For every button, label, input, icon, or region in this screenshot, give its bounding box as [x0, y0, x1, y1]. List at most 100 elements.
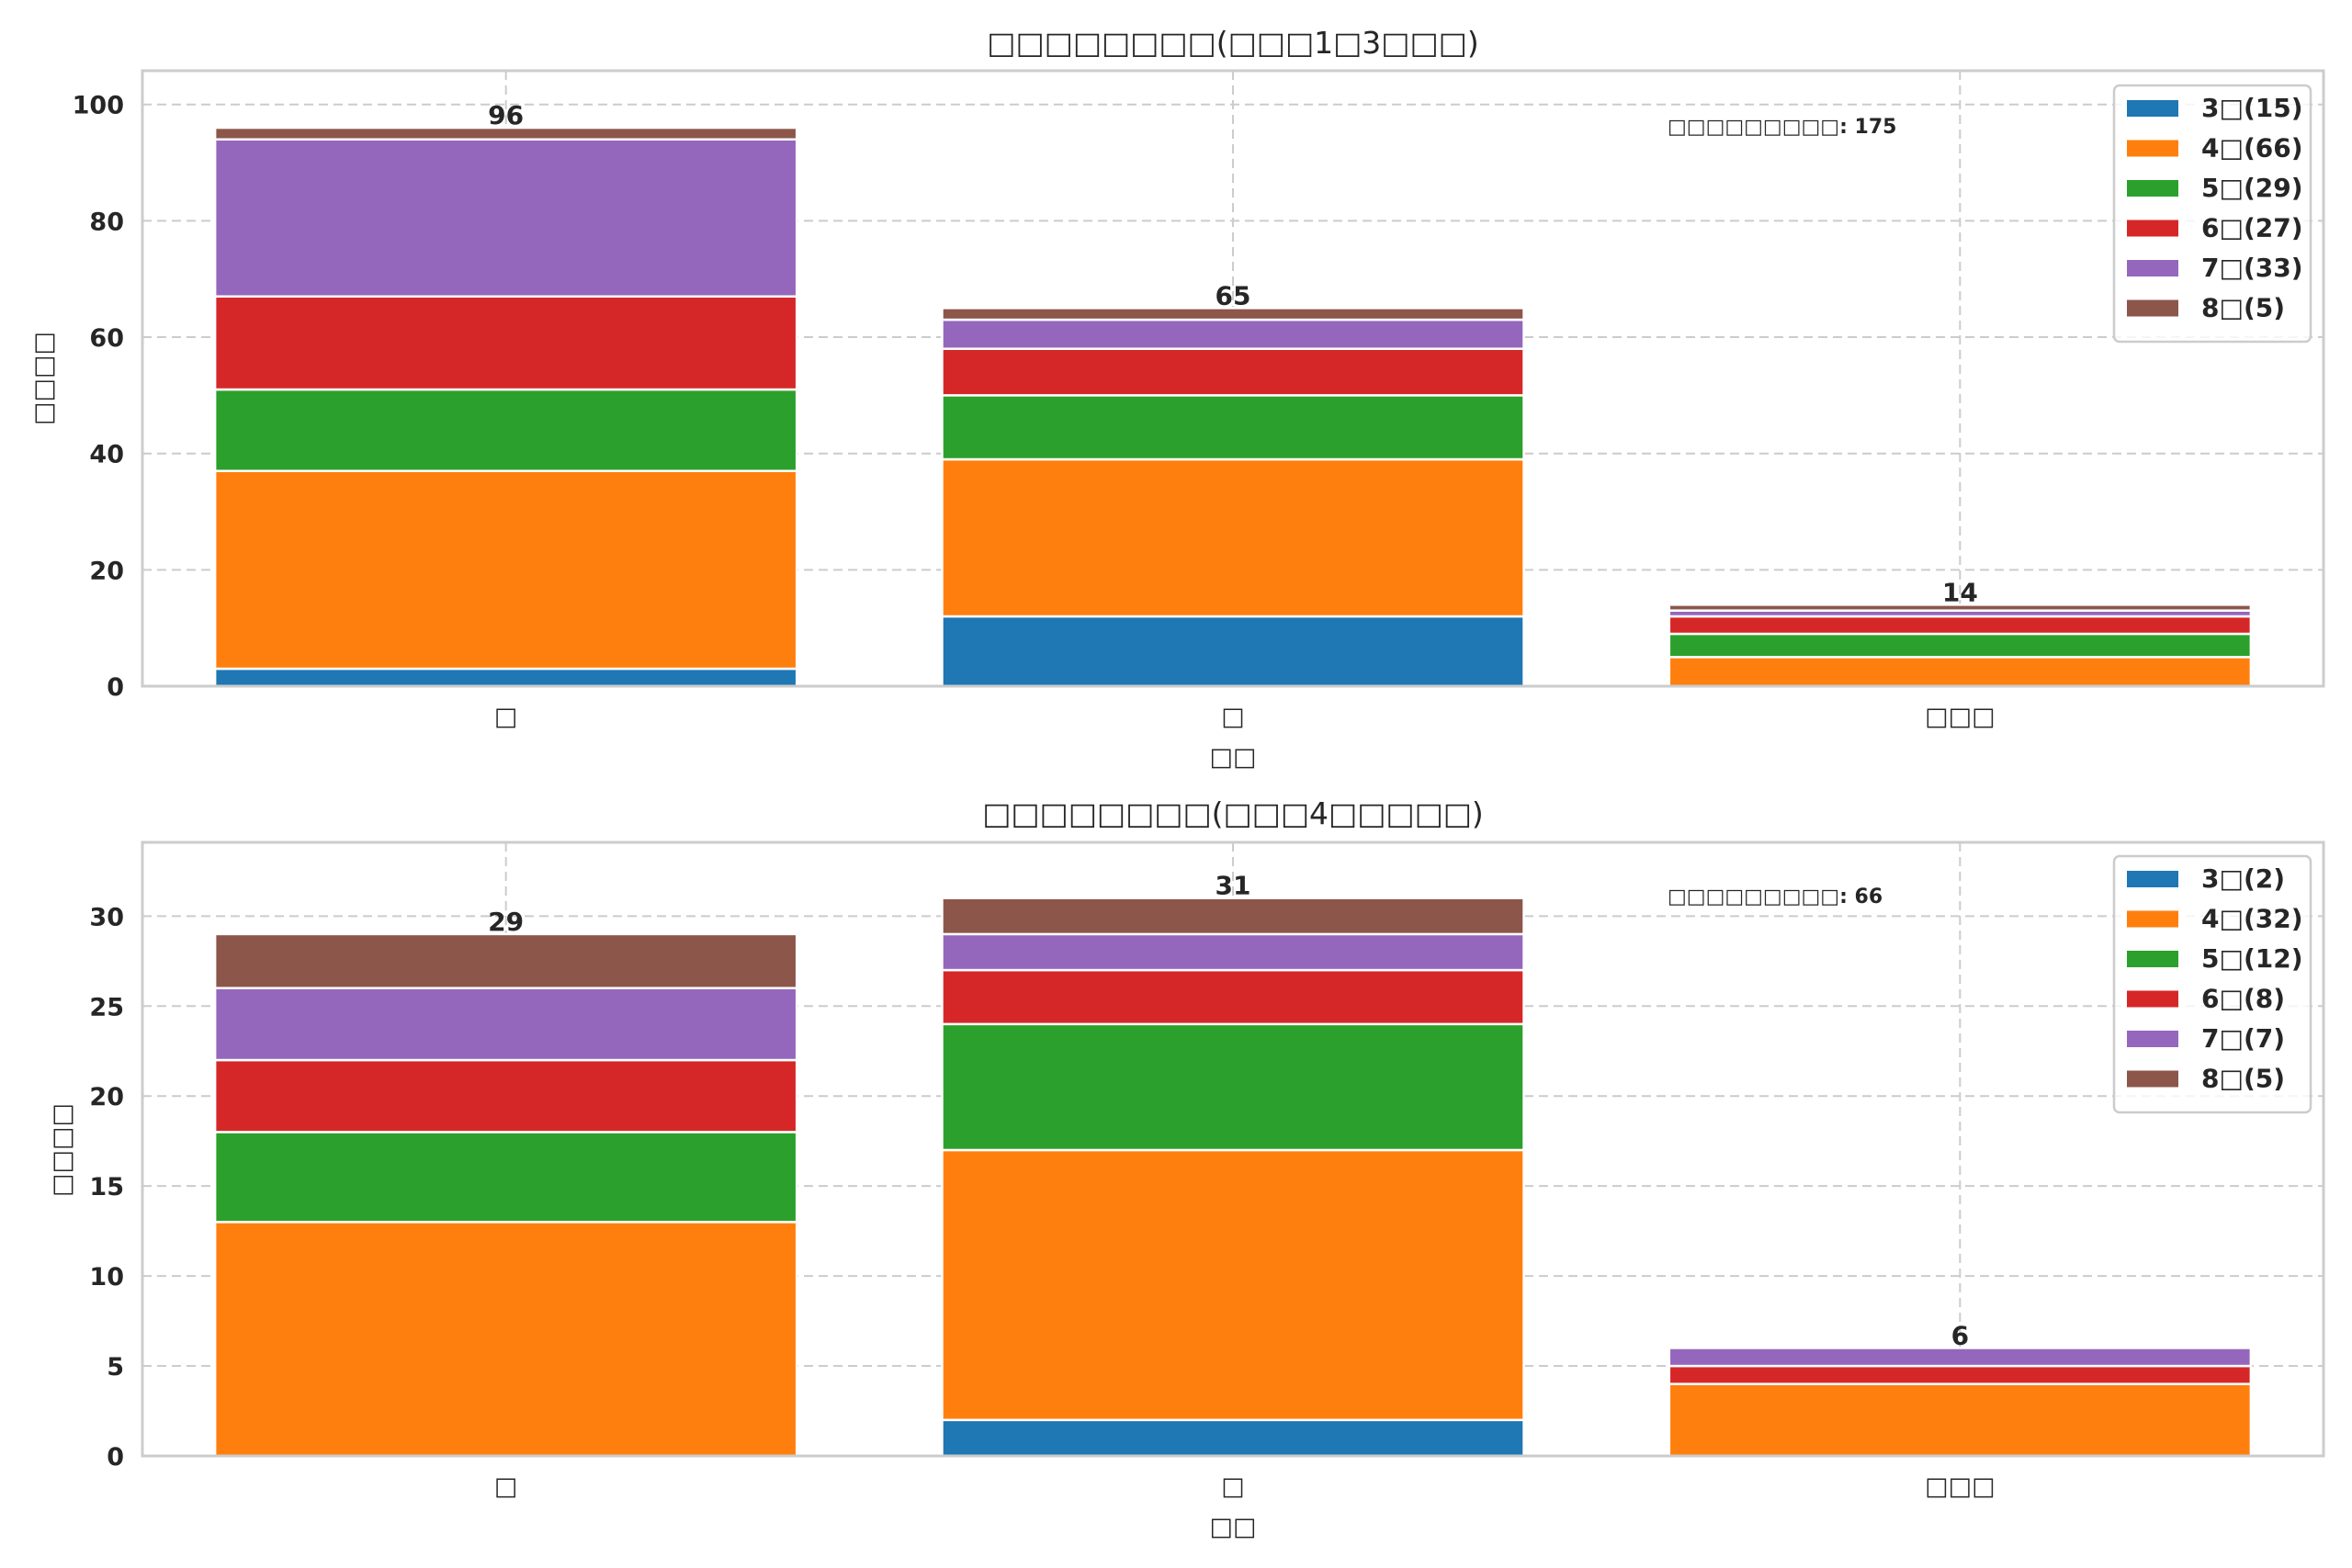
- legend-swatch: [2127, 951, 2178, 967]
- annotation-total: □□□□□□□□□: 175: [1668, 116, 1896, 139]
- legend-label: 3□(15): [2201, 93, 2303, 123]
- y-tick-labels: 0 20 40 60 80 100: [73, 92, 124, 702]
- y-tick-label: 10: [89, 1263, 124, 1292]
- bar-segment: [213, 987, 798, 1062]
- bar-segment: [941, 897, 1525, 936]
- legend-label: 4□(32): [2201, 904, 2303, 934]
- x-tick-label: □: [1221, 1472, 1245, 1501]
- legend-swatch: [2127, 910, 2178, 928]
- x-tick-label: □: [494, 1472, 518, 1501]
- y-tick-label: 30: [89, 903, 124, 931]
- y-tick-label: 40: [89, 441, 124, 469]
- bar-segment: [1668, 604, 2253, 612]
- bar-segment: [941, 394, 1525, 461]
- legend-swatch: [2127, 180, 2178, 197]
- legend-label: 8□(5): [2201, 293, 2285, 323]
- bar-segment: [941, 932, 1525, 972]
- legend-swatch: [2127, 871, 2178, 887]
- legend-label: 6□(8): [2201, 984, 2285, 1014]
- bar-segment: [213, 295, 798, 391]
- y-tick-label: 15: [89, 1173, 124, 1201]
- bar-segment: [1668, 632, 2253, 659]
- legend-swatch: [2127, 140, 2178, 157]
- total-labels: 29 31 6: [488, 871, 1969, 1351]
- axes-frame: [141, 69, 2325, 688]
- legend-swatch: [2127, 990, 2178, 1008]
- chart-bottom: □□□□□□□□(□□□4□□□□□) 29 31 6 0 5 10 15 20 25 30 □…: [48, 795, 2325, 1541]
- legend-swatch: [2127, 299, 2178, 317]
- bar-total-label: 6: [1951, 1320, 1969, 1350]
- y-axis-label: □□□□: [48, 1103, 76, 1197]
- bar-total-label: 96: [488, 100, 524, 130]
- total-labels: 96 65 14: [488, 100, 1978, 607]
- bar-total-label: 29: [488, 907, 524, 937]
- bar-segment: [941, 307, 1525, 321]
- x-tick-label: □: [494, 703, 518, 731]
- chart-title: □□□□□□□□(□□□1□3□□□): [987, 25, 1478, 61]
- bar-segment: [941, 318, 1525, 350]
- legend-swatch: [2127, 1070, 2178, 1088]
- legend-label: 5□(12): [2201, 943, 2303, 974]
- bar-segment: [213, 138, 798, 298]
- y-tick-label: 20: [89, 557, 124, 585]
- y-tick-label: 100: [73, 92, 124, 120]
- bar-segment: [213, 469, 798, 671]
- bar-segment: [941, 1022, 1525, 1152]
- y-tick-labels: 0 5 10 15 20 25 30: [89, 903, 124, 1472]
- bar-segment: [1668, 615, 2253, 636]
- x-tick-labels: □ □ □□□: [494, 703, 1996, 731]
- bar-segment: [941, 1148, 1525, 1422]
- bar-total-label: 14: [1942, 577, 1978, 607]
- bar-segment: [213, 126, 798, 141]
- bar-segment: [213, 388, 798, 472]
- bar-segment: [1668, 1382, 2253, 1458]
- bar-segment: [213, 932, 798, 989]
- y-tick-label: 0: [107, 673, 124, 702]
- legend: 3□(15) 4□(66) 5□(29) 6□(27) 7□(33) 8□(5): [2112, 84, 2312, 344]
- bar-segment: [213, 1131, 798, 1224]
- bar-segment: [941, 457, 1525, 618]
- bar-segment: [941, 1418, 1525, 1458]
- legend-swatch: [2127, 220, 2178, 237]
- chart-title: □□□□□□□□(□□□4□□□□□): [982, 795, 1484, 831]
- bar-segment: [1668, 1347, 2253, 1368]
- legend-swatch: [2127, 1031, 2178, 1047]
- legend-label: 5□(29): [2201, 173, 2303, 203]
- legend: 3□(2) 4□(32) 5□(12) 6□(8) 7□(7) 8□(5): [2112, 854, 2312, 1114]
- y-tick-label: 20: [89, 1083, 124, 1111]
- x-axis-label: □□: [1209, 1513, 1256, 1541]
- bar-segment: [941, 347, 1525, 397]
- legend-swatch: [2127, 260, 2178, 276]
- y-tick-label: 60: [89, 324, 124, 353]
- x-tick-label: □□□: [1925, 703, 1996, 731]
- bar-total-label: 31: [1216, 871, 1251, 901]
- x-tick-label: □□□: [1925, 1472, 1996, 1501]
- bar-segment: [1668, 1364, 2253, 1385]
- y-tick-label: 0: [107, 1443, 124, 1472]
- y-tick-label: 25: [89, 993, 124, 1021]
- legend-label: 6□(27): [2201, 213, 2303, 243]
- bar-segment: [941, 615, 1525, 688]
- bar-segment: [213, 1058, 798, 1134]
- bar-segment: [1668, 656, 2253, 688]
- x-tick-label: □: [1221, 703, 1245, 731]
- annotation-total: □□□□□□□□□: 66: [1668, 886, 1883, 908]
- x-axis-label: □□: [1209, 743, 1256, 772]
- legend-label: 7□(33): [2201, 253, 2303, 283]
- bars: [213, 126, 2253, 688]
- axes-frame: [141, 840, 2325, 1458]
- bar-segment: [213, 1221, 798, 1458]
- bars: [213, 897, 2253, 1458]
- legend-swatch: [2127, 100, 2178, 117]
- legend-label: 7□(7): [2201, 1023, 2285, 1054]
- legend-label: 4□(66): [2201, 133, 2303, 164]
- y-tick-label: 5: [107, 1353, 124, 1382]
- bar-total-label: 65: [1216, 280, 1251, 310]
- y-axis-label: □□□□: [29, 332, 58, 425]
- legend-label: 3□(2): [2201, 863, 2285, 894]
- legend-label: 8□(5): [2201, 1064, 2285, 1094]
- x-tick-labels: □ □ □□□: [494, 1472, 1996, 1501]
- y-tick-label: 80: [89, 208, 124, 236]
